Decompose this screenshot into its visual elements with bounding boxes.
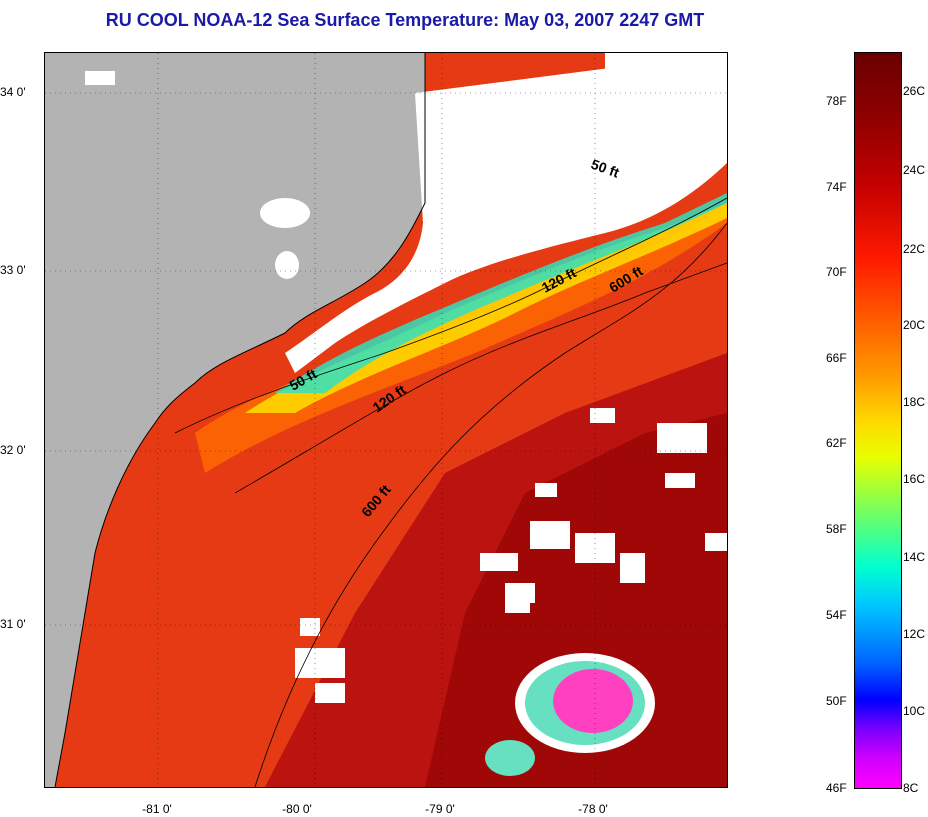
colorbar-c-16: 16C bbox=[903, 472, 926, 486]
colorbar-c-22: 22C bbox=[903, 242, 926, 256]
colorbar-f-74: 74F bbox=[826, 180, 847, 194]
cloud-patch bbox=[315, 683, 345, 703]
colorbar-f-78: 78F bbox=[826, 94, 847, 108]
shelf-cyan-band bbox=[275, 193, 727, 393]
land-mass bbox=[45, 53, 425, 787]
isobath-50ft bbox=[174, 197, 727, 434]
colorbar-c-18: 18C bbox=[903, 395, 926, 409]
colorbar-f-62: 62F bbox=[826, 436, 847, 450]
cloud-patch bbox=[705, 533, 727, 551]
x-tick-79: -79 0' bbox=[425, 802, 455, 816]
colorbar-f-46: 46F bbox=[826, 781, 847, 795]
cloud-patch bbox=[530, 521, 570, 549]
page-title: RU COOL NOAA-12 Sea Surface Temperature:… bbox=[105, 10, 705, 30]
colorbar-c-10: 10C bbox=[903, 704, 926, 718]
colorbar-f-50: 50F bbox=[826, 694, 847, 708]
cloud-patch bbox=[295, 648, 345, 678]
y-tick-32: 32 0' bbox=[0, 443, 26, 457]
nearshore-warm-band bbox=[195, 203, 727, 473]
eddy-cold-core bbox=[553, 669, 633, 733]
graticule bbox=[45, 53, 727, 787]
colorbar-c-8: 8C bbox=[903, 781, 919, 795]
colorbar-f-58: 58F bbox=[826, 522, 847, 536]
eddy-secondary bbox=[485, 740, 535, 776]
colorbar-c-26: 26C bbox=[903, 84, 926, 98]
cloud-patch bbox=[657, 423, 707, 453]
cloud-patch bbox=[505, 598, 530, 613]
cloud-patch bbox=[275, 251, 299, 279]
y-tick-31: 31 0' bbox=[0, 617, 26, 631]
y-tick-33: 33 0' bbox=[0, 263, 26, 277]
cloud-patch bbox=[300, 618, 320, 636]
colorbar-f-54: 54F bbox=[826, 608, 847, 622]
colorbar-f-66: 66F bbox=[826, 351, 847, 365]
x-tick-78: -78 0' bbox=[578, 802, 608, 816]
isobath-120ft bbox=[234, 262, 727, 494]
x-tick-80: -80 0' bbox=[282, 802, 312, 816]
cloud-patch bbox=[590, 408, 615, 423]
temperature-colorbar bbox=[854, 52, 902, 789]
y-tick-34: 34 0' bbox=[0, 85, 26, 99]
colorbar-c-14: 14C bbox=[903, 550, 926, 564]
map-graphic: 50 ft 120 ft 600 ft 50 ft 120 ft 600 ft bbox=[45, 53, 727, 787]
colorbar-f-70: 70F bbox=[826, 265, 847, 279]
cloud-patch bbox=[665, 473, 695, 488]
x-tick-81: -81 0' bbox=[142, 802, 172, 816]
coastline bbox=[54, 53, 426, 787]
colorbar-c-12: 12C bbox=[903, 627, 926, 641]
isobath-600ft bbox=[254, 222, 727, 787]
cloud-patch bbox=[620, 553, 645, 583]
cloud-patch bbox=[260, 198, 310, 228]
cloud-patch bbox=[480, 553, 518, 571]
sst-map: 50 ft 120 ft 600 ft 50 ft 120 ft 600 ft bbox=[44, 52, 728, 788]
cloud-patch bbox=[85, 71, 115, 85]
cloud-northeast bbox=[605, 53, 727, 163]
colorbar-c-24: 24C bbox=[903, 163, 926, 177]
cloud-patch bbox=[535, 483, 557, 497]
colorbar-c-20: 20C bbox=[903, 318, 926, 332]
